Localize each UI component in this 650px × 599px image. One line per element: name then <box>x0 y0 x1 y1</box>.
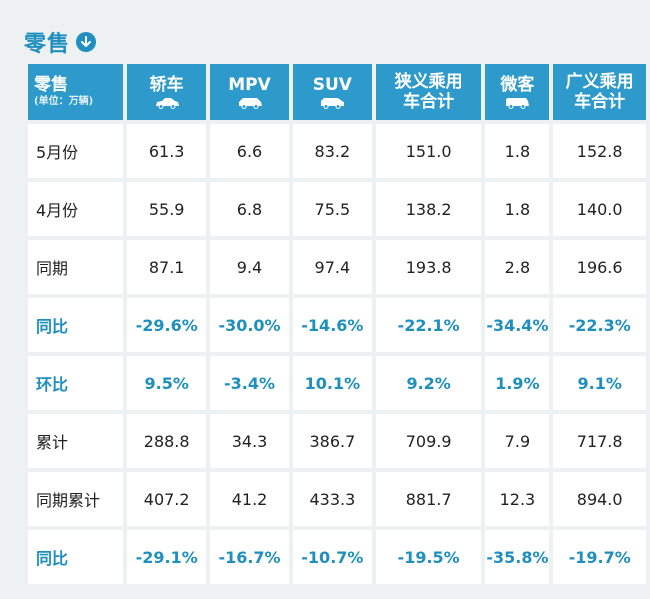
cell-sedan: 9.5% <box>127 356 207 410</box>
row-label: 同比 <box>28 298 124 352</box>
cell-broad-total: 196.6 <box>553 240 646 294</box>
row-label: 4月份 <box>28 182 124 236</box>
cell-narrow-total: 9.2% <box>375 356 482 410</box>
cell-broad-total: 717.8 <box>553 414 646 468</box>
cell-microvan: 1.8 <box>485 182 550 236</box>
cell-mpv: -3.4% <box>210 356 289 410</box>
header-mpv: MPV <box>210 64 289 120</box>
header-label: 狭义乘用车合计 <box>394 72 463 112</box>
cell-suv: 386.7 <box>292 414 372 468</box>
header-label: 轿车 <box>149 75 184 95</box>
cell-narrow-total: -19.5% <box>375 530 482 584</box>
page-title: 零售 <box>24 32 71 57</box>
cell-microvan: -35.8% <box>485 530 550 584</box>
header-sedan: 轿车 <box>127 64 207 120</box>
cell-sedan: 55.9 <box>127 182 207 236</box>
row-label: 同期累计 <box>28 472 124 526</box>
cell-suv: 10.1% <box>292 356 372 410</box>
header-suv: SUV <box>292 64 372 120</box>
table-row: 同比 -29.6% -30.0% -14.6% -22.1% -34.4% -2… <box>28 298 646 352</box>
cell-suv: 97.4 <box>292 240 372 294</box>
suv-car-icon <box>321 98 345 109</box>
cell-mpv: -16.7% <box>210 530 289 584</box>
cell-mpv: 41.2 <box>210 472 289 526</box>
sedan-car-icon <box>155 98 179 109</box>
header-label: MPV <box>228 75 271 95</box>
cell-narrow-total: -22.1% <box>375 298 482 352</box>
row-label: 5月份 <box>28 124 124 178</box>
cell-narrow-total: 151.0 <box>375 124 482 178</box>
cell-mpv: 9.4 <box>210 240 289 294</box>
cell-mpv: 6.6 <box>210 124 289 178</box>
table-row: 同期累计 407.2 41.2 433.3 881.7 12.3 894.0 <box>28 472 646 526</box>
cell-microvan: 1.8 <box>485 124 550 178</box>
cell-broad-total: 152.8 <box>553 124 646 178</box>
cell-sedan: 87.1 <box>127 240 207 294</box>
cell-microvan: 12.3 <box>485 472 550 526</box>
corner-label: 零售 <box>34 75 68 95</box>
cell-suv: 75.5 <box>292 182 372 236</box>
cell-microvan: -34.4% <box>485 298 550 352</box>
cell-suv: -14.6% <box>292 298 372 352</box>
cell-sedan: 61.3 <box>127 124 207 178</box>
header-microvan: 微客 <box>485 64 550 120</box>
cell-sedan: 288.8 <box>127 414 207 468</box>
cell-broad-total: -19.7% <box>553 530 646 584</box>
cell-narrow-total: 138.2 <box>375 182 482 236</box>
retail-sales-table: 零售 (单位：万辆) 轿车 MPV SUV 狭义乘用车合计 <box>24 60 650 588</box>
row-label: 环比 <box>28 356 124 410</box>
cell-sedan: -29.6% <box>127 298 207 352</box>
header-label: SUV <box>312 75 352 95</box>
table-row: 同比 -29.1% -16.7% -10.7% -19.5% -35.8% -1… <box>28 530 646 584</box>
cell-sedan: 407.2 <box>127 472 207 526</box>
unit-label: (单位：万辆) <box>34 96 94 107</box>
cell-mpv: -30.0% <box>210 298 289 352</box>
cell-suv: -10.7% <box>292 530 372 584</box>
header-broad-total: 广义乘用车合计 <box>553 64 646 120</box>
cell-narrow-total: 881.7 <box>375 472 482 526</box>
table-body: 5月份 61.3 6.6 83.2 151.0 1.8 152.8 4月份 55… <box>28 124 646 584</box>
cell-microvan: 1.9% <box>485 356 550 410</box>
row-label: 同期 <box>28 240 124 294</box>
cell-broad-total: -22.3% <box>553 298 646 352</box>
table-row: 同期 87.1 9.4 97.4 193.8 2.8 196.6 <box>28 240 646 294</box>
cell-microvan: 7.9 <box>485 414 550 468</box>
cell-broad-total: 894.0 <box>553 472 646 526</box>
header-corner-cell: 零售 (单位：万辆) <box>28 64 124 120</box>
cell-broad-total: 9.1% <box>553 356 646 410</box>
row-label: 累计 <box>28 414 124 468</box>
minivan-icon <box>506 98 530 109</box>
table-row: 5月份 61.3 6.6 83.2 151.0 1.8 152.8 <box>28 124 646 178</box>
cell-mpv: 34.3 <box>210 414 289 468</box>
arrow-down-circle-icon[interactable] <box>76 32 97 52</box>
table-row: 累计 288.8 34.3 386.7 709.9 7.9 717.8 <box>28 414 646 468</box>
cell-narrow-total: 193.8 <box>375 240 482 294</box>
cell-microvan: 2.8 <box>485 240 550 294</box>
row-label: 同比 <box>28 530 124 584</box>
table-row: 4月份 55.9 6.8 75.5 138.2 1.8 140.0 <box>28 182 646 236</box>
header-row: 零售 (单位：万辆) 轿车 MPV SUV 狭义乘用车合计 <box>28 64 646 120</box>
cell-mpv: 6.8 <box>210 182 289 236</box>
cell-broad-total: 140.0 <box>553 182 646 236</box>
header-narrow-total: 狭义乘用车合计 <box>375 64 482 120</box>
title-row: 零售 <box>24 26 97 58</box>
table-row: 环比 9.5% -3.4% 10.1% 9.2% 1.9% 9.1% <box>28 356 646 410</box>
header-label: 广义乘用车合计 <box>565 72 634 112</box>
cell-suv: 83.2 <box>292 124 372 178</box>
cell-narrow-total: 709.9 <box>375 414 482 468</box>
header-label: 微客 <box>500 75 535 95</box>
cell-sedan: -29.1% <box>127 530 207 584</box>
mpv-car-icon <box>238 98 262 109</box>
cell-suv: 433.3 <box>292 472 372 526</box>
